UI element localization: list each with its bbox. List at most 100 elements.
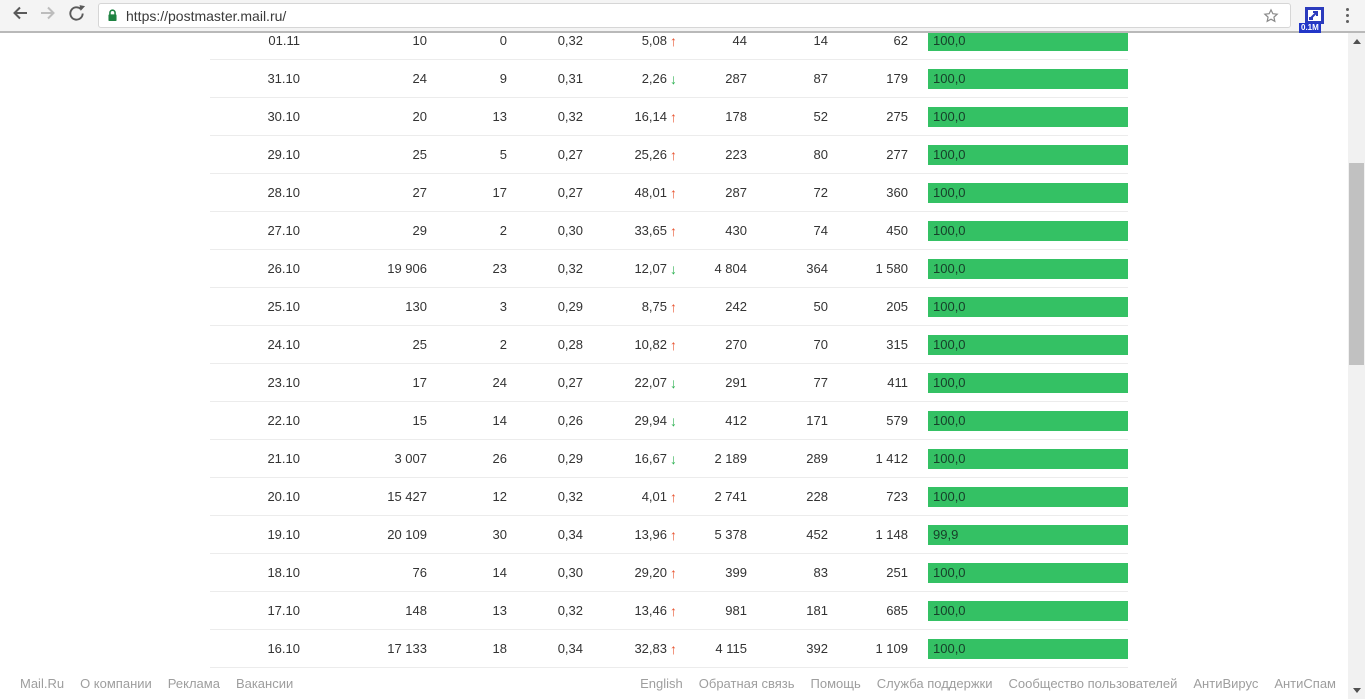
delivery-bar: 100,0 [928, 334, 1128, 355]
trend-cell: 8,75 ↑ [583, 299, 677, 314]
date-cell: 23.10 [267, 375, 300, 390]
trend-value: 48,01 [634, 185, 667, 200]
delivery-bar-label: 100,0 [933, 640, 966, 656]
footer-link[interactable]: Обратная связь [698, 676, 795, 691]
trend-arrow-icon: ↑ [670, 564, 677, 581]
table-row: 25.10 130 3 0,29 8,75 ↑ 242 50 205 100,0 [210, 288, 1128, 326]
trend-arrow-icon: ↑ [670, 146, 677, 163]
trend-cell: 5,08 ↑ [583, 33, 677, 48]
value-cell-5: 83 [813, 565, 828, 580]
value-cell-5: 392 [806, 641, 828, 656]
trend-arrow-icon: ↓ [670, 412, 677, 429]
url-text[interactable]: https://postmaster.mail.ru/ [126, 7, 287, 24]
value-cell-3: 0,26 [557, 413, 583, 428]
footer-link[interactable]: Сообщество пользователей [1008, 676, 1178, 691]
footer-link[interactable]: АнтиВирус [1193, 676, 1259, 691]
value-cell-1: 15 [412, 413, 427, 428]
bar-track: 100,0 [928, 296, 1128, 317]
table-row: 19.10 20 109 30 0,34 13,96 ↑ 5 378 452 1… [210, 516, 1128, 554]
trend-arrow-icon: ↑ [670, 298, 677, 315]
footer-links-right: English Обратная связь Помощь Служба поддер… [640, 676, 1336, 691]
value-cell-1: 20 [412, 109, 427, 124]
value-cell-1: 76 [412, 565, 427, 580]
value-cell-1: 25 [412, 337, 427, 352]
value-cell-5: 14 [813, 33, 828, 48]
delivery-bar: 100,0 [928, 68, 1128, 89]
trend-cell: 32,83 ↑ [583, 641, 677, 656]
page-footer: Mail.Ru О компании Реклама Вакансии English… [0, 668, 1348, 699]
footer-link[interactable]: Реклама [167, 676, 220, 691]
bar-track: 100,0 [928, 33, 1128, 51]
value-cell-6: 251 [886, 565, 908, 580]
delivery-bar-cell: 100,0 [908, 144, 1128, 165]
vertical-scrollbar[interactable] [1348, 33, 1365, 699]
delivery-bar: 100,0 [928, 600, 1128, 621]
trend-cell: 13,96 ↑ [583, 527, 677, 542]
date-cell: 29.10 [267, 147, 300, 162]
value-cell-6: 1 109 [875, 641, 908, 656]
delivery-bar-label: 100,0 [933, 488, 966, 504]
reload-button[interactable] [62, 2, 90, 30]
value-cell-4: 981 [725, 603, 747, 618]
browser-menu-button[interactable] [1335, 3, 1359, 29]
trend-value: 2,26 [641, 71, 667, 86]
footer-link[interactable]: О компании [80, 676, 152, 691]
value-cell-1: 24 [412, 71, 427, 86]
value-cell-6: 205 [886, 299, 908, 314]
value-cell-4: 44 [732, 33, 747, 48]
footer-link[interactable]: Вакансии [235, 676, 294, 691]
value-cell-5: 171 [806, 413, 828, 428]
back-button[interactable] [6, 2, 34, 30]
address-bar[interactable]: https://postmaster.mail.ru/ [98, 3, 1291, 28]
scrollbar-thumb[interactable] [1349, 163, 1364, 365]
footer-link[interactable]: Помощь [810, 676, 861, 691]
scroll-up-button[interactable] [1348, 33, 1365, 50]
bar-track: 100,0 [928, 486, 1128, 507]
delivery-bar: 100,0 [928, 372, 1128, 393]
bar-track: 100,0 [928, 68, 1128, 89]
footer-link[interactable]: English [640, 676, 683, 691]
value-cell-4: 4 804 [714, 261, 747, 276]
delivery-bar: 100,0 [928, 296, 1128, 317]
value-cell-3: 0,28 [557, 337, 583, 352]
forward-button[interactable] [34, 2, 62, 30]
value-cell-2: 26 [492, 451, 507, 466]
table-row: 26.10 19 906 23 0,32 12,07 ↓ 4 804 364 1… [210, 250, 1128, 288]
value-cell-3: 0,30 [557, 223, 583, 238]
value-cell-2: 30 [492, 527, 507, 542]
value-cell-6: 277 [886, 147, 908, 162]
value-cell-6: 62 [893, 33, 908, 48]
browser-toolbar: https://postmaster.mail.ru/ 0.1M [0, 0, 1365, 33]
delivery-bar-cell: 100,0 [908, 33, 1128, 51]
delivery-bar: 100,0 [928, 258, 1128, 279]
date-cell: 16.10 [267, 641, 300, 656]
date-cell: 20.10 [267, 489, 300, 504]
value-cell-2: 14 [492, 565, 507, 580]
bookmark-star-icon[interactable] [1260, 5, 1282, 27]
trend-value: 16,14 [634, 109, 667, 124]
value-cell-4: 5 378 [714, 527, 747, 542]
trend-cell: 16,67 ↓ [583, 451, 677, 466]
footer-link[interactable]: Mail.Ru [20, 676, 65, 691]
trend-cell: 10,82 ↑ [583, 337, 677, 352]
value-cell-1: 15 427 [387, 489, 427, 504]
value-cell-6: 685 [886, 603, 908, 618]
trend-cell: 33,65 ↑ [583, 223, 677, 238]
value-cell-6: 275 [886, 109, 908, 124]
value-cell-5: 228 [806, 489, 828, 504]
trend-cell: 22,07 ↓ [583, 375, 677, 390]
footer-link[interactable]: АнтиСпам [1274, 676, 1336, 691]
scroll-down-button[interactable] [1348, 682, 1365, 699]
extension-rank-icon[interactable]: 0.1M [1299, 3, 1327, 33]
lock-icon [107, 8, 118, 23]
value-cell-6: 179 [886, 71, 908, 86]
trend-value: 29,20 [634, 565, 667, 580]
delivery-bar-cell: 99,9 [908, 524, 1128, 545]
footer-link[interactable]: Служба поддержки [876, 676, 993, 691]
trend-arrow-icon: ↑ [670, 33, 677, 49]
table-row: 28.10 27 17 0,27 48,01 ↑ 287 72 360 100,… [210, 174, 1128, 212]
trend-value: 13,96 [634, 527, 667, 542]
delivery-bar-cell: 100,0 [908, 68, 1128, 89]
value-cell-5: 181 [806, 603, 828, 618]
date-cell: 26.10 [267, 261, 300, 276]
